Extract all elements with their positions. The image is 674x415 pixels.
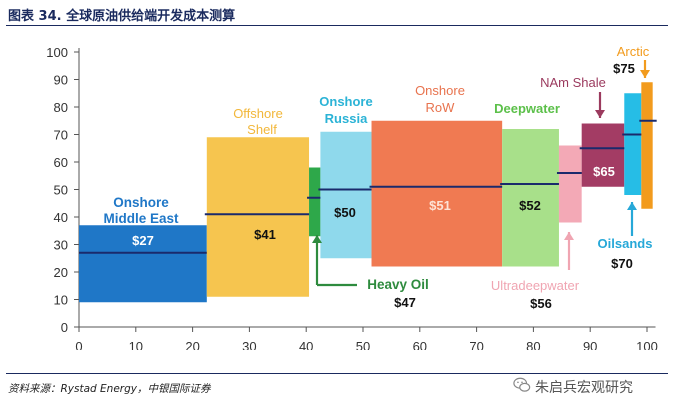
y-tick-label: 0 [61,320,68,335]
ultradeepwater-arrow-head [564,232,574,240]
x-tick-label: 90 [583,339,597,350]
y-tick-label: 60 [54,155,68,170]
price-label-onshore-row: $51 [429,198,451,213]
price-label-onshore-russia: $50 [334,205,356,220]
price-label-deepwater: $52 [519,198,541,213]
x-tick-label: 50 [356,339,370,350]
footer-rule [6,373,668,374]
y-tick-label: 80 [54,100,68,115]
segment-bar-onshore-russia [320,131,372,259]
price-label-nam-shale: $65 [593,164,615,179]
segment-name-oilsands: Oilsands [598,236,653,251]
figure-header: 图表 34. 全球原油供给端开发成本测算 [0,0,674,26]
segment-bar-deepwater [502,129,559,267]
price-label-arctic: $75 [613,61,635,76]
y-tick-label: 100 [46,45,68,60]
y-tick-label: 30 [54,238,68,253]
segment-name-onshore-row: RoW [426,100,456,115]
segment-name-onshore-russia: Onshore [319,94,372,109]
segment-name-nam-shale: NAm Shale [540,75,606,90]
segment-name-deepwater: Deepwater [494,101,560,116]
chart-axes: 0 10 20 30 40 50 60 70 80 90 100 0 10 20 30 40 50 60 70 80 9… [46,45,658,350]
x-tick-label: 70 [469,339,483,350]
segment-bar-offshore-shelf [206,137,310,297]
segment-bar-onshore-middle-east [79,225,207,303]
segment-bar-nam-shale [581,123,625,187]
price-label-oilsands: $70 [611,256,633,271]
nam-shale-arrow-head [595,110,605,118]
arctic-arrow-head [640,70,650,78]
x-tick-label: 80 [526,339,540,350]
figure-title: 图表 34. 全球原油供给端开发成本测算 [8,9,236,24]
y-tick-label: 70 [54,128,68,143]
segment-name-onshore-russia: Russia [325,111,368,126]
watermark: 朱启兵宏观研究 [513,374,663,396]
segment-bar-heavy-oil [309,167,321,237]
price-label-heavy-oil: $47 [394,295,416,310]
segment-name-onshore-middle-east: Onshore [113,195,169,210]
y-tick-label: 10 [54,293,68,308]
cost-curve-chart: 0 10 20 30 40 50 60 70 80 90 100 0 10 20 30 40 50 60 70 80 9… [46,44,658,350]
y-tick-label: 90 [54,73,68,88]
segment-name-arctic: Arctic [617,44,650,59]
y-tick-label: 20 [54,265,68,280]
x-tick-label: 20 [185,339,199,350]
x-tick-label: 10 [129,339,143,350]
price-label-offshore-shelf: $41 [254,227,276,242]
segment-name-ultradeepwater: Ultradeepwater [491,278,580,293]
wechat-icon [513,377,531,392]
y-tick-label: 40 [54,210,68,225]
x-tick-label: 40 [299,339,313,350]
chart-segments [79,82,657,303]
segment-name-onshore-row: Onshore [415,83,465,98]
segment-bar-ultradeepwater [558,145,582,223]
heavy-oil-arrow-head [312,235,322,243]
segment-bar-onshore-row [371,120,503,267]
x-tick-label: 0 [75,339,82,350]
segment-name-heavy-oil: Heavy Oil [367,277,429,292]
segment-name-onshore-middle-east: Middle East [103,211,179,226]
x-tick-label: 30 [242,339,256,350]
header-rule [6,25,668,26]
y-tick-label: 50 [54,183,68,198]
watermark-text: 朱启兵宏观研究 [535,380,633,396]
segment-name-offshore-shelf: Offshore [233,106,283,121]
oilsands-arrow-head [627,202,637,210]
price-label-onshore-middle-east: $27 [132,233,154,248]
price-label-ultradeepwater: $56 [530,296,552,311]
segment-name-offshore-shelf: Shelf [247,122,277,137]
segment-bar-arctic [641,82,653,209]
source-note: 资料来源：Rystad Energy，中银国际证券 [8,383,211,395]
segment-bar-oilsands [624,93,642,195]
x-tick-label: 100 [636,339,658,350]
x-tick-label: 60 [413,339,427,350]
